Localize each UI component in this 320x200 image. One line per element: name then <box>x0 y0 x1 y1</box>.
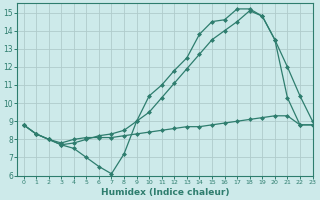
X-axis label: Humidex (Indice chaleur): Humidex (Indice chaleur) <box>101 188 229 197</box>
